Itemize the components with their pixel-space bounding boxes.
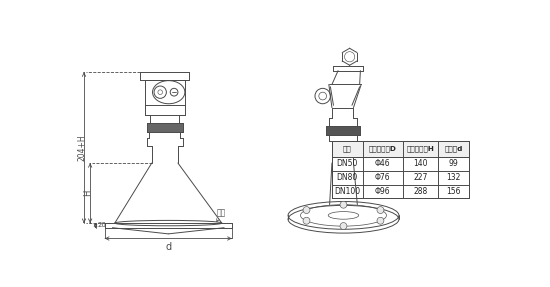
Text: DN100: DN100 (334, 187, 360, 196)
Bar (147, 123, 183, 132)
Text: 法兰: 法兰 (217, 209, 226, 222)
Circle shape (340, 201, 347, 208)
Text: DN50: DN50 (337, 159, 358, 168)
Text: 99: 99 (449, 159, 459, 168)
Bar (332, 141, 469, 157)
Circle shape (377, 217, 384, 224)
Text: 204+H: 204+H (77, 134, 86, 161)
Text: 156: 156 (447, 187, 461, 196)
Text: 喇叭口高度H: 喇叭口高度H (406, 146, 434, 152)
Text: Φ46: Φ46 (375, 159, 390, 168)
Text: 四氟盘d: 四氟盘d (444, 146, 463, 152)
Text: 140: 140 (413, 159, 428, 168)
Text: d: d (165, 242, 172, 252)
Text: 288: 288 (414, 187, 427, 196)
Circle shape (303, 207, 310, 214)
Text: 132: 132 (447, 173, 461, 182)
Text: 227: 227 (413, 173, 428, 182)
Text: H: H (84, 190, 92, 196)
Text: Φ96: Φ96 (375, 187, 390, 196)
Text: Φ76: Φ76 (375, 173, 390, 182)
Text: 法兰: 法兰 (343, 146, 351, 152)
Text: 喇叭口直径D: 喇叭口直径D (369, 146, 397, 152)
Bar (326, 126, 360, 135)
Circle shape (377, 207, 384, 214)
Text: 20: 20 (98, 222, 107, 228)
Circle shape (340, 223, 347, 230)
Text: DN80: DN80 (337, 173, 358, 182)
Circle shape (303, 217, 310, 224)
